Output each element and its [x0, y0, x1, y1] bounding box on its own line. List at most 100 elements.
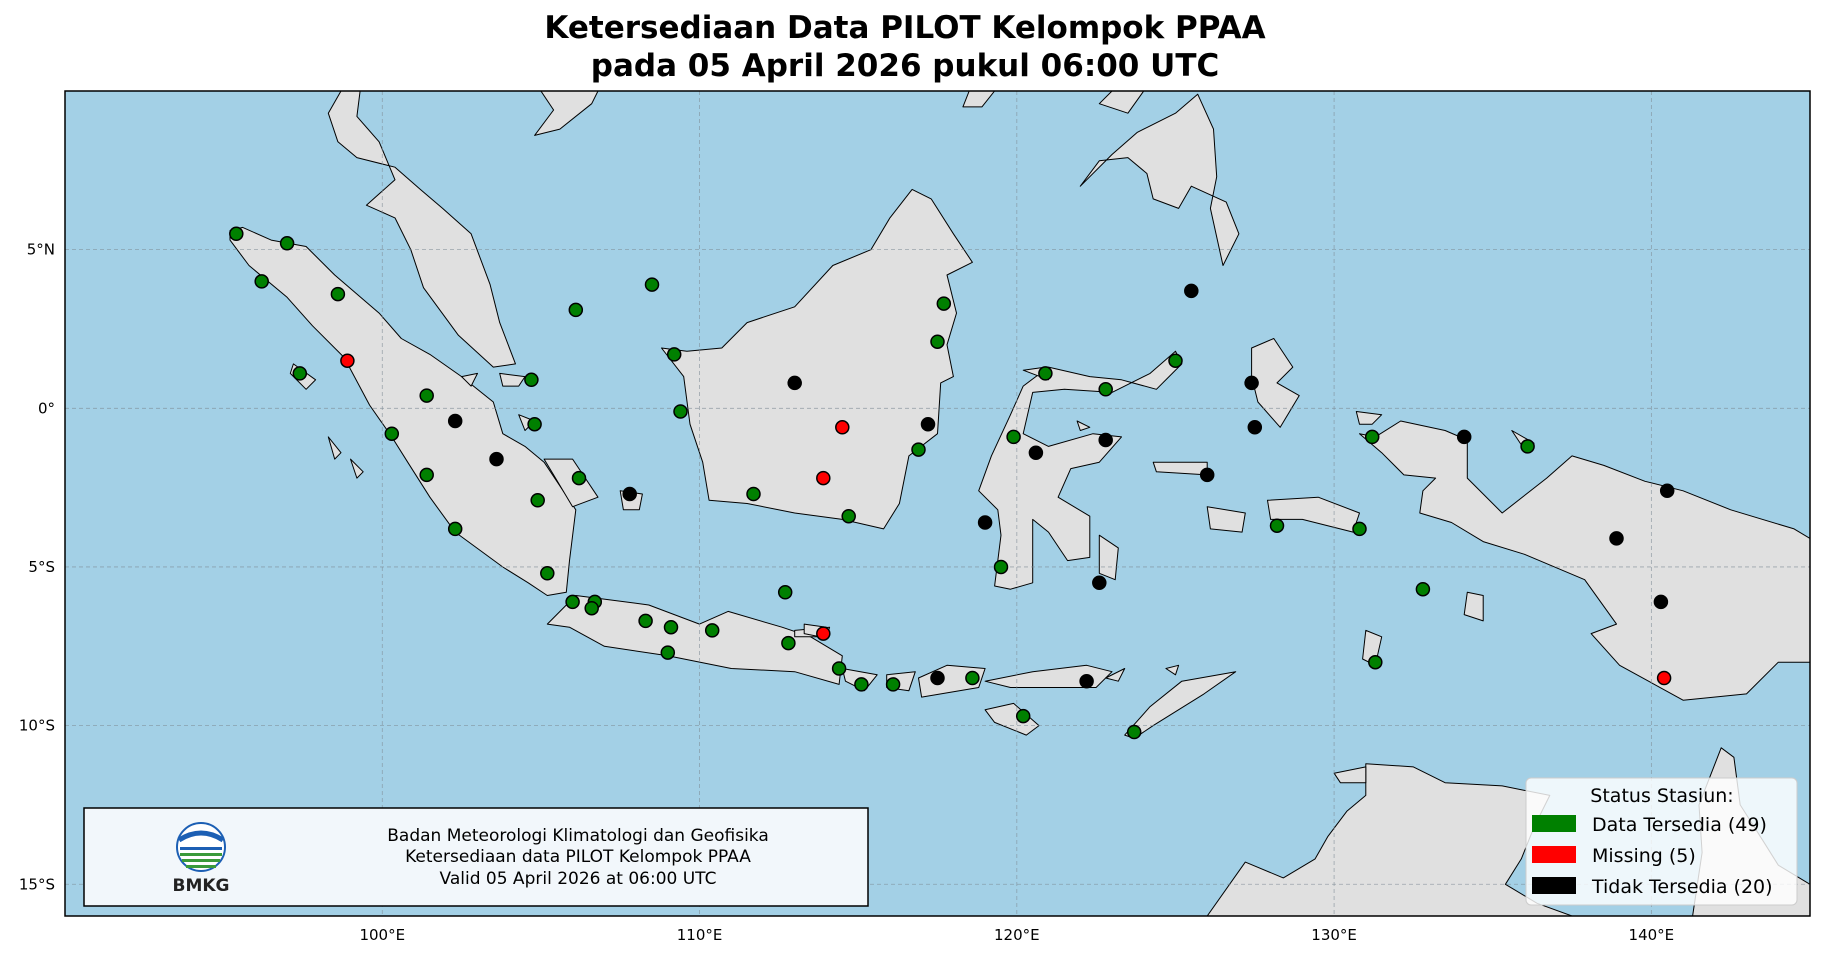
station-data-tersedia — [584, 600, 599, 616]
station-tidak-tersedia — [787, 375, 802, 391]
landmass-11 — [1098, 534, 1119, 581]
station-data-tersedia — [229, 226, 244, 242]
station-data-tersedia — [524, 372, 539, 388]
station-missing — [340, 353, 355, 368]
landmass-22 — [1333, 766, 1367, 784]
station-data-tersedia — [911, 442, 926, 457]
station-data-tersedia — [666, 347, 682, 362]
station-tidak-tersedia — [622, 486, 637, 502]
station-tidak-tersedia — [977, 515, 993, 530]
station-tidak-tersedia — [447, 413, 463, 429]
station-tidak-tersedia — [1199, 467, 1215, 483]
station-data-tersedia — [638, 613, 653, 629]
station-data-tersedia — [704, 623, 720, 638]
station-data-tersedia — [1269, 518, 1285, 533]
info-line-description: Ketersediaan data PILOT Kelompok PPAA — [405, 847, 751, 867]
landmass-19 — [1098, 91, 1145, 114]
landmass-26 — [543, 458, 599, 508]
station-data-tersedia — [781, 635, 796, 651]
landmass-17 — [1079, 93, 1240, 266]
station-missing — [816, 470, 831, 486]
land-layer — [229, 91, 1810, 916]
landmass-10 — [978, 350, 1183, 590]
x-tick-label: 110°E — [677, 926, 723, 944]
station-data-tersedia — [660, 645, 676, 660]
station-data-tersedia — [568, 302, 584, 318]
station-data-tersedia — [330, 286, 346, 302]
station-data-tersedia — [419, 467, 434, 483]
station-data-tersedia — [831, 661, 847, 676]
station-tidak-tersedia — [1028, 445, 1044, 460]
station-data-tersedia — [993, 559, 1009, 575]
legend-swatch-data-tersedia — [1532, 815, 1576, 832]
y-tick-label: 10°S — [19, 717, 55, 735]
station-tidak-tersedia — [1092, 575, 1107, 591]
station-tidak-tersedia — [920, 416, 936, 432]
legend-label-tidak-tersedia: Tidak Tersedia (20) — [1591, 876, 1773, 898]
station-data-tersedia — [885, 677, 901, 692]
legend-swatch-missing — [1532, 846, 1576, 863]
station-tidak-tersedia — [930, 670, 945, 686]
landmass-7 — [984, 702, 1040, 736]
legend: Status Stasiun: Data Tersedia (49) Missi… — [1525, 777, 1798, 906]
info-line-valid-time: Valid 05 April 2026 at 06:00 UTC — [440, 869, 717, 889]
legend-title: Status Stasiun: — [1590, 785, 1733, 807]
legend-label-missing: Missing (5) — [1592, 845, 1696, 867]
map-frame — [64, 90, 1811, 917]
station-data-tersedia — [1168, 353, 1183, 368]
legend-label-data-tersedia: Data Tersedia (49) — [1592, 814, 1767, 836]
station-tidak-tersedia — [1098, 432, 1113, 448]
station-tidak-tersedia — [1079, 673, 1094, 689]
info-line-agency: Badan Meteorologi Klimatologi dan Geofis… — [387, 826, 769, 846]
station-data-tersedia — [254, 274, 269, 289]
station-data-tersedia — [279, 236, 295, 251]
landmass-12 — [1206, 506, 1246, 533]
landmass-33 — [534, 91, 599, 136]
station-data-tersedia — [965, 670, 980, 686]
landmass-24 — [327, 436, 342, 460]
station-tidak-tersedia — [489, 451, 504, 467]
station-data-tersedia — [1006, 429, 1021, 445]
station-data-tersedia — [930, 334, 945, 349]
station-data-tersedia — [1126, 724, 1142, 740]
station-missing — [816, 626, 831, 641]
station-data-tersedia — [644, 277, 660, 292]
y-tick-label: 0° — [38, 399, 55, 417]
x-tick-label: 130°E — [1311, 926, 1357, 944]
station-data-tersedia — [571, 470, 587, 486]
station-data-tersedia — [447, 521, 463, 537]
station-data-tersedia — [1015, 708, 1031, 724]
landmass-18 — [962, 91, 996, 108]
station-missing — [835, 420, 850, 435]
station-data-tersedia — [1368, 654, 1383, 670]
y-tick-label: 5°N — [27, 241, 55, 259]
station-data-tersedia — [841, 508, 856, 524]
landmass-25 — [350, 458, 364, 479]
axis-tick-labels: 100°E 110°E 120°E 130°E 140°E 5°N 0° 5°S 10°S 15°… — [19, 241, 1674, 944]
station-data-tersedia — [1415, 581, 1431, 597]
landmass-39 — [1463, 591, 1484, 622]
station-data-tersedia — [663, 619, 679, 635]
landmass-36 — [1105, 668, 1126, 682]
map-title-line1: Ketersediaan Data PILOT Kelompok PPAA — [544, 10, 1266, 46]
landmass-41 — [1355, 411, 1383, 425]
station-data-tersedia — [292, 366, 308, 381]
landmass-28 — [461, 372, 478, 387]
station-data-tersedia — [565, 594, 580, 610]
station-tidak-tersedia — [1456, 429, 1472, 445]
landmass-29 — [499, 372, 526, 387]
landmass-20 — [1206, 763, 1573, 916]
landmass-0 — [229, 226, 577, 596]
x-tick-label: 100°E — [359, 926, 405, 944]
info-box: BMKG Badan Meteorologi Klimatologi dan G… — [83, 807, 869, 907]
station-tidak-tersedia — [1609, 531, 1624, 546]
station-data-tersedia — [540, 566, 555, 581]
station-data-tersedia — [936, 296, 952, 311]
bmkg-logo-text: BMKG — [172, 876, 229, 896]
landmass-35 — [1076, 420, 1091, 431]
x-tick-label: 120°E — [994, 926, 1040, 944]
x-tick-label: 140°E — [1629, 926, 1675, 944]
station-tidak-tersedia — [1244, 375, 1259, 391]
landmass-1 — [546, 595, 843, 685]
